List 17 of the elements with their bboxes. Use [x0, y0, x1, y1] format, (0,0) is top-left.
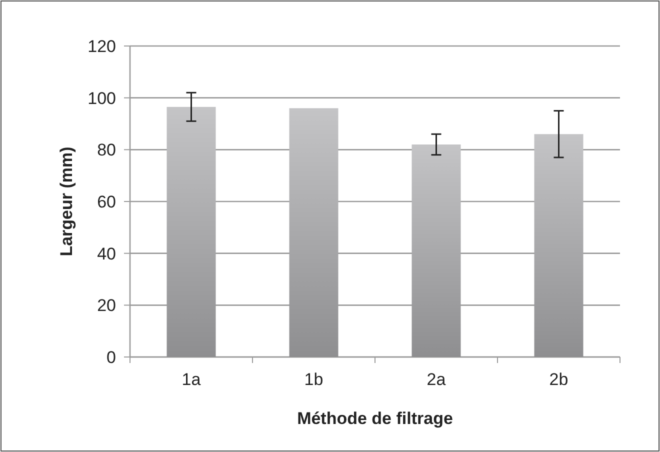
bar — [534, 134, 584, 357]
y-tick-label: 0 — [106, 348, 116, 367]
x-tick-label: 1a — [182, 370, 202, 389]
y-tick-label: 120 — [88, 36, 116, 56]
bar — [166, 106, 216, 357]
x-tick-label: 2a — [426, 370, 446, 389]
y-tick-label: 20 — [97, 296, 116, 316]
y-tick-label: 40 — [97, 244, 116, 264]
y-axis-title: Largeur (mm) — [57, 146, 76, 256]
y-tick-label: 80 — [97, 140, 116, 160]
x-tick-label: 1b — [304, 370, 324, 389]
y-tick-label: 60 — [97, 192, 116, 212]
x-axis-title: Méthode de filtrage — [297, 409, 453, 428]
bar — [289, 108, 338, 357]
bar — [412, 144, 461, 357]
x-tick-label: 2b — [549, 370, 568, 389]
y-tick-label: 100 — [88, 88, 116, 108]
